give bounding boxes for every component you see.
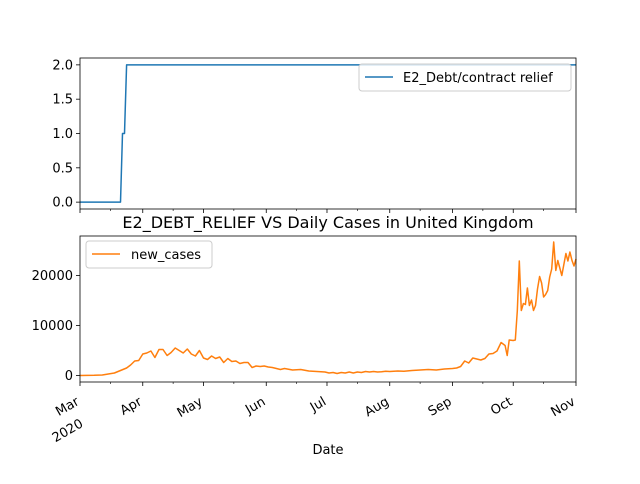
top-legend-box — [358, 63, 572, 92]
y-tick-label: 1.0 — [52, 127, 73, 142]
top-series-lines — [80, 64, 576, 203]
x-axis-label: Date — [312, 443, 343, 458]
y-tick-label: 1.5 — [52, 93, 73, 108]
bottom-panel: E2_DEBT_RELIEF VS Daily Cases in United … — [32, 213, 579, 458]
top-legend: E2_Debt/contract relief — [358, 63, 572, 92]
y-tick-label: 0 — [65, 369, 73, 384]
bottom-legend-box — [85, 240, 213, 269]
chart-title: E2_DEBT_RELIEF VS Daily Cases in United … — [122, 213, 533, 233]
x-tick-label: Jul — [307, 394, 329, 415]
top-y-axis: 0.0 0.5 1.0 1.5 2.0 — [52, 58, 80, 211]
bottom-series-lines — [79, 241, 577, 377]
y-tick-label: 20000 — [32, 269, 73, 284]
bottom-axes-frame — [79, 235, 577, 383]
y-tick-label: 2.0 — [52, 58, 73, 73]
top-panel: 0.0 0.5 1.0 1.5 2.0 E2_Debt/contract relief — [52, 57, 577, 213]
series-line — [79, 241, 577, 377]
bottom-legend: new_cases — [85, 240, 213, 269]
y-tick-label: 0.5 — [52, 161, 73, 176]
top-axes-frame — [79, 57, 577, 210]
y-tick-label: 10000 — [32, 319, 73, 334]
y-tick-label: 0.0 — [52, 196, 73, 211]
series-line — [80, 64, 576, 203]
bottom-legend-label: new_cases — [131, 248, 201, 263]
top-legend-label: E2_Debt/contract relief — [403, 71, 553, 86]
bottom-y-axis: 0 10000 20000 — [32, 269, 80, 384]
